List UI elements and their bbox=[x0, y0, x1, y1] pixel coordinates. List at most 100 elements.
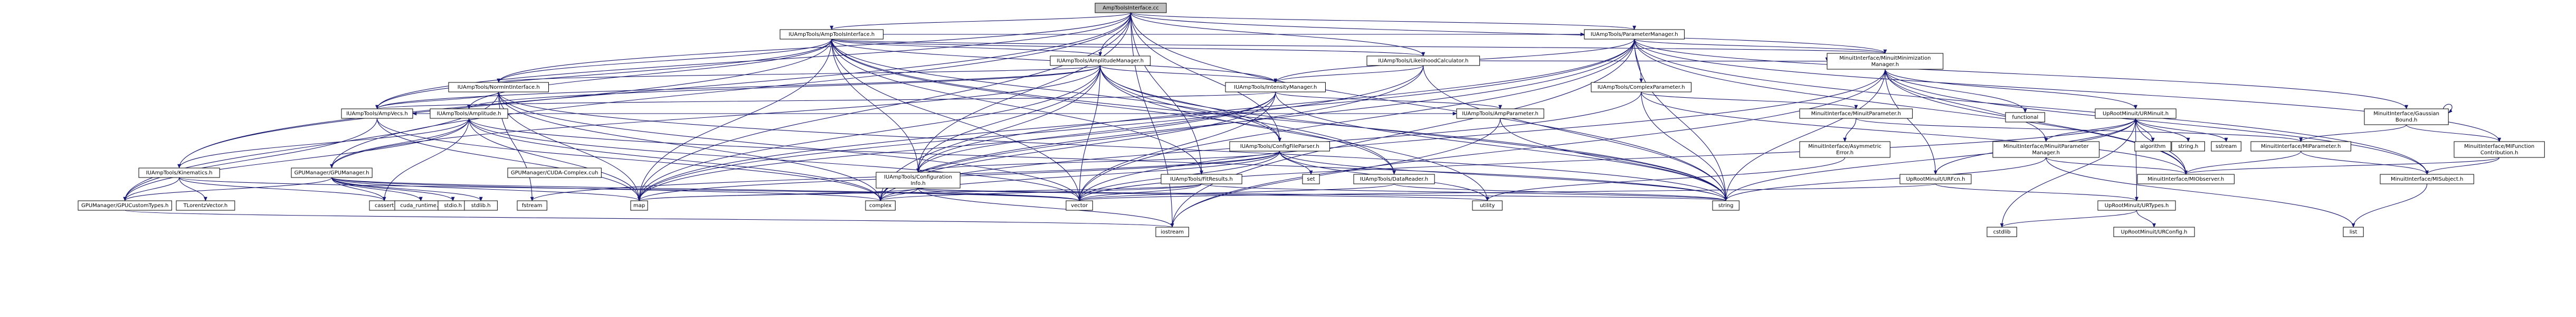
node-label: stdio.h bbox=[444, 203, 462, 209]
node-label: Manager.h bbox=[1871, 62, 1899, 68]
node-set[interactable]: set bbox=[1302, 174, 1320, 184]
node-label: IUAmpTools/IntensityManager.h bbox=[1234, 85, 1317, 90]
node-stringh[interactable]: string.h bbox=[2171, 141, 2205, 152]
node-fstream[interactable]: fstream bbox=[517, 200, 547, 211]
node-label: MinuitInterface/MinuitMinimization bbox=[1839, 55, 1931, 61]
node-ampm[interactable]: IUAmpTools/AmplitudeManager.h bbox=[1050, 55, 1151, 66]
node-label: map bbox=[633, 203, 645, 209]
node-box bbox=[2097, 200, 2176, 211]
node-root[interactable]: AmpToolsInterface.cc bbox=[1095, 3, 1167, 13]
node-box bbox=[1366, 55, 1480, 66]
node-label: GPUManager/GPUCustomTypes.h bbox=[81, 203, 168, 209]
node-label: list bbox=[2350, 229, 2358, 235]
node-label: GPUManager/GPUManager.h bbox=[294, 170, 369, 176]
node-dread[interactable]: IUAmpTools/DataReader.h bbox=[1353, 174, 1435, 184]
node-urconfig[interactable]: UpRootMinuit/URConfig.h bbox=[2113, 227, 2195, 237]
node-label: MinuitInterface/MIParameter.h bbox=[2261, 144, 2341, 150]
node-label: string bbox=[1718, 203, 1734, 209]
node-misubj[interactable]: MinuitInterface/MISubject.h bbox=[2380, 174, 2474, 184]
node-box bbox=[2134, 141, 2171, 152]
node-label: cstdlib bbox=[1993, 229, 2011, 235]
node-cudakernel[interactable]: GPUManager/CUDA-Complex.cuh bbox=[507, 167, 602, 178]
node-label: UpRootMinuit/URMinuit.h bbox=[2103, 111, 2169, 117]
node-label: MinuitInterface/Asymmetric bbox=[1808, 144, 1881, 150]
node-lik[interactable]: IUAmpTools/LikelihoodCalculator.h bbox=[1366, 55, 1480, 66]
node-label: Manager.h bbox=[2032, 150, 2060, 156]
node-gpucust[interactable]: GPUManager/GPUCustomTypes.h bbox=[78, 200, 172, 211]
node-cfgp[interactable]: IUAmpTools/ConfigFileParser.h bbox=[1229, 141, 1330, 152]
node-sstream[interactable]: sstream bbox=[2211, 141, 2241, 152]
node-mipar[interactable]: MinuitInterface/MIParameter.h bbox=[2250, 141, 2351, 152]
node-utility[interactable]: utility bbox=[1472, 200, 1503, 211]
node-complex[interactable]: complex bbox=[865, 200, 896, 211]
node-list[interactable]: list bbox=[2343, 227, 2364, 237]
node-box bbox=[2364, 108, 2449, 125]
node-label: UpRootMinuit/URConfig.h bbox=[2121, 229, 2188, 235]
node-box bbox=[1095, 3, 1167, 13]
node-ati_h[interactable]: IUAmpTools/AmpToolsInterface.h bbox=[780, 29, 883, 40]
node-minmgr[interactable]: MinuitInterface/MinuitMinimizationManage… bbox=[1827, 53, 1944, 70]
node-box bbox=[1161, 174, 1242, 184]
node-stdio[interactable]: stdio.h bbox=[438, 200, 468, 211]
node-box bbox=[517, 200, 547, 211]
node-box bbox=[291, 167, 373, 178]
node-box bbox=[1155, 227, 1189, 237]
node-ampparam[interactable]: IUAmpTools/AmpParameter.h bbox=[1456, 108, 1544, 119]
node-box bbox=[507, 167, 602, 178]
node-miobs[interactable]: MinuitInterface/MIObserver.h bbox=[2137, 174, 2235, 184]
node-ampvecs[interactable]: IUAmpTools/AmpVecs.h bbox=[341, 108, 413, 119]
node-cstdlib[interactable]: cstdlib bbox=[1986, 227, 2017, 237]
node-map[interactable]: map bbox=[630, 200, 648, 211]
dependency-edges bbox=[123, 12, 2502, 228]
node-urtypes[interactable]: UpRootMinuit/URTypes.h bbox=[2097, 200, 2176, 211]
node-label: IUAmpTools/AmplitudeManager.h bbox=[1057, 58, 1144, 64]
node-label: MinuitInterface/MinuitParameter bbox=[2003, 144, 2089, 150]
dependency-nodes: AmpToolsInterface.cc IUAmpTools/AmpToolsI… bbox=[78, 3, 2545, 237]
node-urminuit[interactable]: UpRootMinuit/URMinuit.h bbox=[2095, 108, 2176, 119]
node-box bbox=[1799, 108, 1913, 119]
node-intm[interactable]: IUAmpTools/IntensityManager.h bbox=[1225, 82, 1326, 92]
node-algorithm[interactable]: algorithm bbox=[2134, 141, 2171, 152]
node-ampl[interactable]: IUAmpTools/Amplitude.h bbox=[430, 108, 508, 119]
node-box bbox=[1584, 29, 1685, 40]
node-gpum[interactable]: GPUManager/GPUManager.h bbox=[291, 167, 373, 178]
node-tlorentz[interactable]: TLorentzVector.h bbox=[176, 200, 235, 211]
node-label: sstream bbox=[2216, 144, 2237, 150]
node-stdlib[interactable]: stdlib.h bbox=[464, 200, 498, 211]
node-label: algorithm bbox=[2140, 144, 2165, 150]
node-box bbox=[464, 200, 498, 211]
node-label: stdlib.h bbox=[471, 203, 491, 209]
node-box bbox=[1229, 141, 1330, 152]
node-label: IUAmpTools/ParameterManager.h bbox=[1591, 32, 1678, 38]
node-iostream[interactable]: iostream bbox=[1155, 227, 1189, 237]
node-box bbox=[2171, 141, 2205, 152]
node-label: MinuitInterface/MISubject.h bbox=[2391, 176, 2463, 182]
node-label: UpRootMinuit/URFcn.h bbox=[1906, 176, 1965, 182]
node-cuda_rt[interactable]: cuda_runtime.h bbox=[394, 200, 448, 211]
node-label: functional bbox=[2012, 115, 2038, 120]
node-norm[interactable]: IUAmpTools/NormIntInterface.h bbox=[448, 82, 549, 92]
node-complexp[interactable]: IUAmpTools/ComplexParameter.h bbox=[1591, 82, 1691, 92]
node-urfcn[interactable]: UpRootMinuit/URFcn.h bbox=[1899, 174, 1972, 184]
node-box bbox=[2005, 112, 2045, 123]
node-minparam[interactable]: MinuitInterface/MinuitParameter.h bbox=[1799, 108, 1913, 119]
node-parm[interactable]: IUAmpTools/ParameterManager.h bbox=[1584, 29, 1685, 40]
node-box bbox=[1456, 108, 1544, 119]
node-vector[interactable]: vector bbox=[1066, 200, 1093, 211]
node-string[interactable]: string bbox=[1712, 200, 1739, 211]
node-functional[interactable]: functional bbox=[2005, 112, 2045, 123]
node-fresults[interactable]: IUAmpTools/FitResults.h bbox=[1161, 174, 1242, 184]
node-kin[interactable]: IUAmpTools/Kinematics.h bbox=[138, 167, 220, 178]
node-box bbox=[2380, 174, 2474, 184]
node-label: IUAmpTools/Amplitude.h bbox=[437, 111, 501, 117]
node-box bbox=[2113, 227, 2195, 237]
node-box bbox=[630, 200, 648, 211]
edge-lines bbox=[125, 12, 2500, 228]
node-box bbox=[1986, 227, 2017, 237]
node-label: IUAmpTools/NormIntInterface.h bbox=[458, 85, 540, 90]
